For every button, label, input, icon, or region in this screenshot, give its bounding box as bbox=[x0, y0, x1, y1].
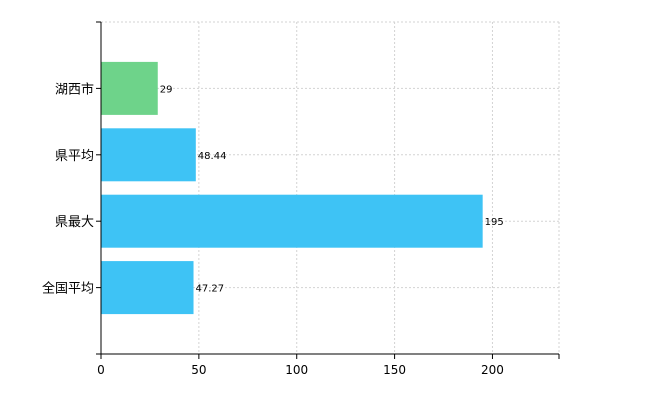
data-label-1: 48.44 bbox=[198, 151, 227, 162]
bar-2 bbox=[101, 194, 483, 248]
x-tick-label-2: 100 bbox=[285, 363, 308, 377]
category-label-2: 県最大 bbox=[55, 215, 94, 230]
data-label-3: 47.27 bbox=[196, 284, 225, 295]
x-tick-label-3: 150 bbox=[383, 363, 406, 377]
bar-0 bbox=[101, 61, 158, 115]
x-tick-label-0: 0 bbox=[97, 363, 105, 377]
x-tick-label-1: 50 bbox=[191, 363, 206, 377]
category-label-0: 湖西市 bbox=[55, 81, 94, 97]
category-label-3: 全国平均 bbox=[42, 281, 94, 297]
category-label-1: 県平均 bbox=[55, 149, 94, 164]
bar-3 bbox=[101, 261, 194, 315]
x-tick-label-4: 200 bbox=[481, 363, 504, 377]
data-label-0: 29 bbox=[160, 84, 173, 95]
bar-1 bbox=[101, 128, 196, 182]
data-label-2: 195 bbox=[485, 217, 504, 228]
